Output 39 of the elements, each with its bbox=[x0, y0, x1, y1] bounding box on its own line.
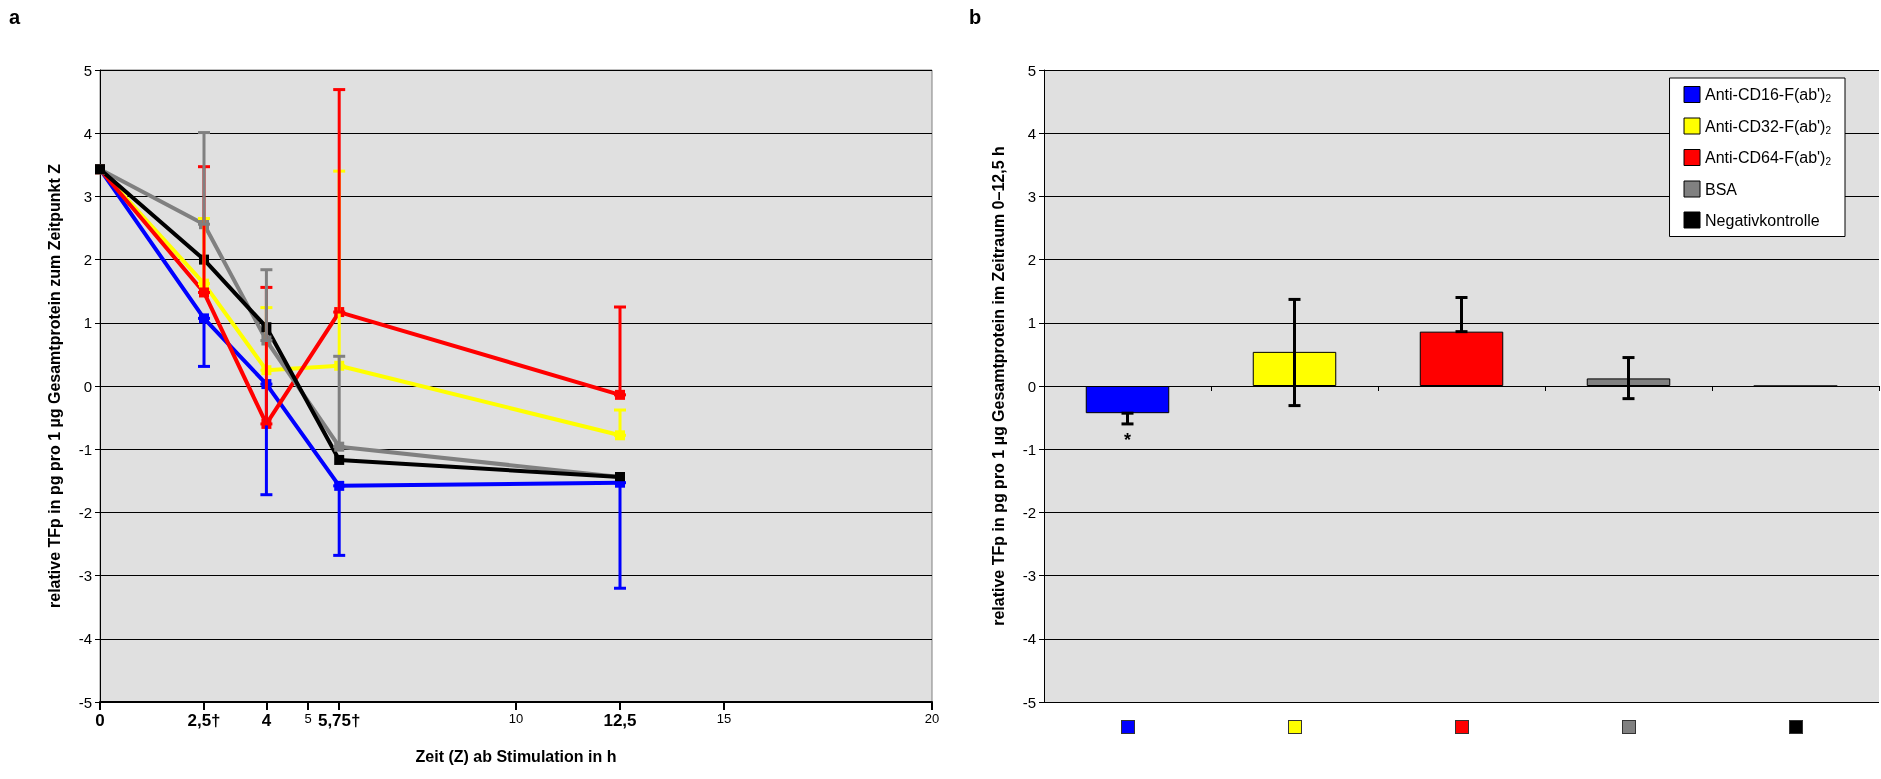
x-tick-label: 15 bbox=[716, 711, 732, 726]
y-tick-label: -3 bbox=[78, 567, 92, 585]
y-tick-label: 3 bbox=[1027, 187, 1036, 205]
y-tick-label: 1 bbox=[1027, 314, 1036, 332]
y-tick-label: 0 bbox=[83, 377, 92, 395]
y-axis-title: relative TFp in pg pro 1 µg Gesamtprotein zum Zeitpunkt Z bbox=[45, 163, 63, 608]
x-tick-label: 10 bbox=[508, 711, 524, 726]
x-tick-label: 5,75† bbox=[317, 711, 361, 730]
legend-label: Negativkontrolle bbox=[1705, 211, 1820, 229]
y-tick-label: 4 bbox=[83, 124, 92, 142]
x-axis-title: Zeit (Z) ab Stimulation in h bbox=[415, 747, 617, 765]
x-tick-label: 4 bbox=[261, 711, 272, 730]
annotation: * bbox=[1123, 429, 1132, 450]
y-tick-label: -3 bbox=[1022, 567, 1036, 585]
y-tick-label: -2 bbox=[1022, 503, 1036, 521]
chart-title: a bbox=[9, 6, 21, 28]
y-tick-label: 4 bbox=[1027, 124, 1036, 142]
y-tick-label: -5 bbox=[1022, 693, 1036, 711]
y-tick-label: -5 bbox=[78, 693, 92, 711]
x-tick-label: 2,5† bbox=[187, 711, 221, 730]
x-tick-label: 0 bbox=[95, 711, 105, 730]
chart-title: b bbox=[969, 6, 982, 28]
y-tick-label: 5 bbox=[83, 61, 92, 79]
legend-label: BSA bbox=[1705, 180, 1738, 198]
y-tick-label: -1 bbox=[1022, 440, 1036, 458]
y-tick-label: -4 bbox=[1022, 630, 1036, 648]
y-tick-label: -4 bbox=[78, 630, 92, 648]
y-tick-label: -1 bbox=[78, 440, 92, 458]
x-tick-label: 5 bbox=[304, 711, 312, 726]
y-tick-label: 1 bbox=[83, 314, 92, 332]
x-tick-label: 20 bbox=[924, 711, 940, 726]
y-tick-label: 3 bbox=[83, 187, 92, 205]
y-tick-label: 0 bbox=[1027, 377, 1036, 395]
y-tick-label: -2 bbox=[78, 503, 92, 521]
y-tick-label: 5 bbox=[1027, 61, 1036, 79]
x-tick-label: 12,5 bbox=[603, 711, 637, 730]
y-tick-label: 2 bbox=[1027, 251, 1036, 269]
y-axis-title: relative TFp in pg pro 1 µg Gesamtprotein im Zeitraum 0–12,5 h bbox=[989, 146, 1007, 626]
y-tick-label: 2 bbox=[83, 251, 92, 269]
